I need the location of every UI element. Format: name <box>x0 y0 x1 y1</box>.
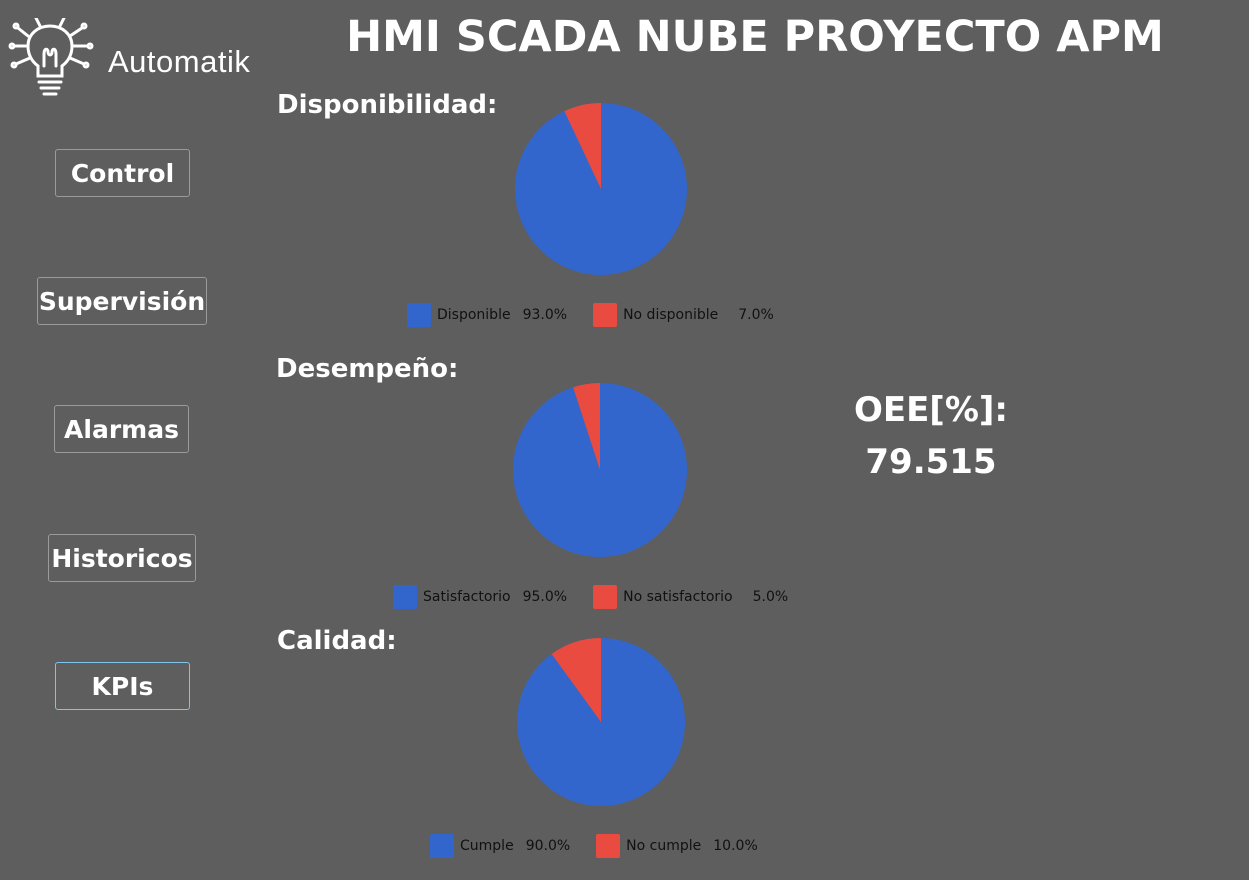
desempeno-legend: Satisfactorio 95.0% No satisfactorio 5.0… <box>393 585 788 609</box>
legend-pct-no-disponible: 7.0% <box>738 307 774 323</box>
legend-label-no-cumple: No cumple <box>626 838 702 854</box>
page-title: HMI SCADA NUBE PROYECTO APM <box>346 12 1164 62</box>
legend-pct-satisfactorio: 95.0% <box>522 589 568 605</box>
legend-swatch-cumple <box>430 834 454 858</box>
oee-label: OEE[%]: <box>853 390 1009 430</box>
legend-item-no-disponible: No disponible 7.0% <box>593 303 774 327</box>
nav-button-control[interactable]: Control <box>55 149 190 197</box>
legend-pct-no-satisfactorio: 5.0% <box>752 589 789 605</box>
legend-label-cumple: Cumple <box>460 838 514 854</box>
legend-label-disponible: Disponible <box>437 307 511 323</box>
nav-button-historicos[interactable]: Historicos <box>48 534 196 582</box>
automatik-logo: Automatik <box>8 18 258 108</box>
legend-label-no-satisfactorio: No satisfactorio <box>623 589 733 605</box>
disponibilidad-pie-chart <box>515 103 687 275</box>
legend-label-satisfactorio: Satisfactorio <box>423 589 511 605</box>
legend-swatch-no-satisfactorio <box>593 585 618 609</box>
oee-value: 79.515 <box>865 442 997 482</box>
legend-swatch-disponible <box>407 303 431 327</box>
nav-button-supervision[interactable]: Supervisión <box>37 277 207 325</box>
legend-pct-no-cumple: 10.0% <box>713 838 758 854</box>
legend-label-no-disponible: No disponible <box>623 307 719 323</box>
desempeno-pie-chart <box>513 383 687 557</box>
nav-button-alarmas[interactable]: Alarmas <box>54 405 189 453</box>
legend-item-disponible: Disponible 93.0% <box>407 303 567 327</box>
logo-text: Automatik <box>108 44 251 79</box>
nav-button-kpis[interactable]: KPIs <box>55 662 190 710</box>
desempeno-label: Desempeño: <box>276 354 459 384</box>
lightbulb-circuit-icon <box>8 18 94 96</box>
legend-item-no-satisfactorio: No satisfactorio 5.0% <box>593 585 788 609</box>
legend-item-cumple: Cumple 90.0% <box>430 834 570 858</box>
disponibilidad-label: Disponibilidad: <box>277 90 498 120</box>
disponibilidad-legend: Disponible 93.0% No disponible 7.0% <box>407 303 774 327</box>
disponibilidad-slice-no-disponible <box>564 103 601 189</box>
calidad-label: Calidad: <box>277 626 397 656</box>
calidad-legend: Cumple 90.0% No cumple 10.0% <box>430 834 758 858</box>
legend-item-no-cumple: No cumple 10.0% <box>596 834 758 858</box>
legend-pct-cumple: 90.0% <box>525 838 571 854</box>
legend-swatch-no-cumple <box>596 834 621 858</box>
desempeno-slice-no-satisfactorio <box>573 383 600 470</box>
calidad-pie-chart <box>517 638 685 806</box>
legend-pct-disponible: 93.0% <box>522 307 568 323</box>
legend-swatch-satisfactorio <box>393 585 417 609</box>
legend-item-satisfactorio: Satisfactorio 95.0% <box>393 585 567 609</box>
legend-swatch-no-disponible <box>593 303 618 327</box>
calidad-slice-no-cumple <box>551 638 601 722</box>
